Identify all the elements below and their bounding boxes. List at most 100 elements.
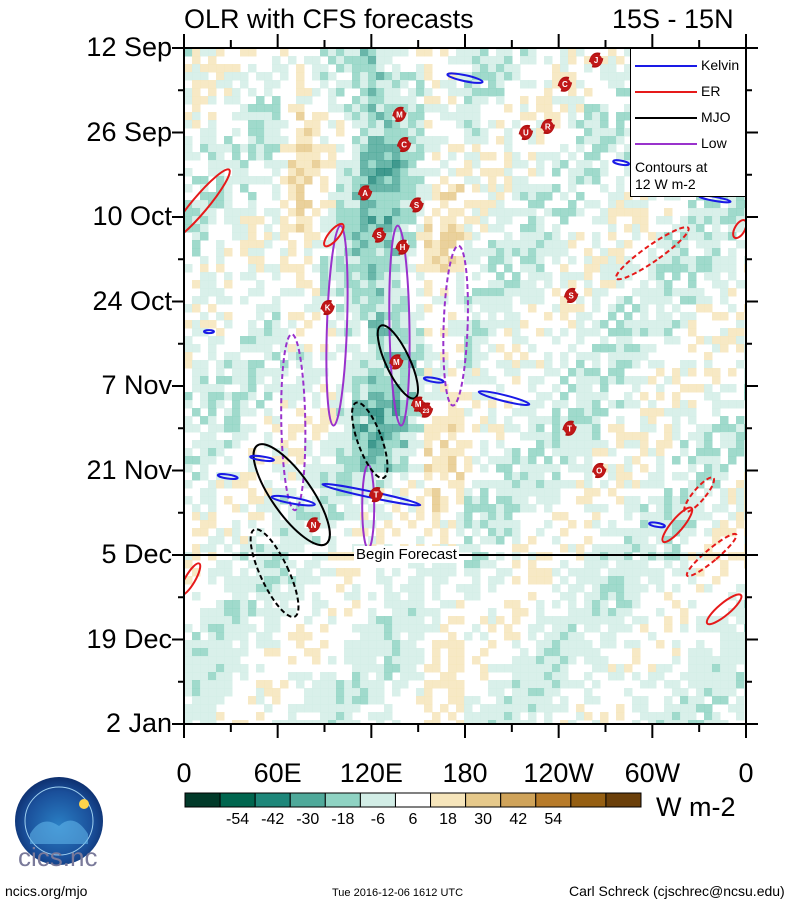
tropical-cyclone-label: M [393, 358, 400, 367]
colorbar-tick-label: -42 [261, 811, 285, 828]
low-contour [325, 224, 349, 427]
er-contour [184, 168, 231, 242]
tropical-cyclone-marker: R [540, 118, 555, 135]
er-contour [323, 222, 345, 248]
legend: Kelvin ER MJO Low Contours at 12 W m-2 [630, 48, 746, 197]
tropical-cyclone-label: 23 [423, 409, 430, 415]
x-tick-label: 60E [253, 758, 302, 788]
tropical-cyclone-marker: T [368, 487, 384, 503]
tropical-cyclone-marker: H [395, 239, 410, 255]
y-tick-label: 5 Dec [101, 539, 172, 569]
tropical-cyclone-marker: C [557, 76, 573, 92]
kelvin-contour [249, 454, 275, 463]
x-tick-label: 120W [523, 758, 594, 788]
legend-entry: Low [635, 135, 743, 155]
legend-contour-note: Contours at 12 W m-2 [635, 159, 708, 192]
tropical-cyclone-label: C [401, 141, 407, 150]
y-tick-label: 24 Oct [92, 285, 172, 316]
kelvin-contour [612, 159, 630, 167]
tropical-cyclone-marker: K [320, 299, 335, 316]
legend-entry: Kelvin [635, 57, 743, 77]
tropical-cyclone-label: U [523, 129, 529, 138]
tropical-cyclone-label: T [567, 424, 572, 433]
tropical-cyclone-label: T [374, 491, 379, 500]
colorbar-tick-label: 18 [439, 811, 457, 828]
tropical-cyclone-marker: N [306, 517, 321, 533]
tropical-cyclone-marker: S [563, 287, 579, 304]
y-tick-label: 7 Nov [101, 370, 172, 400]
colorbar-tick-label: -6 [370, 811, 386, 828]
x-tick-label: 0 [176, 758, 192, 788]
footer-url: ncics.org/mjo [5, 883, 88, 899]
colorbar-tick-label: 6 [408, 811, 418, 828]
kelvin-contour [446, 72, 484, 84]
mjo-contour [351, 401, 389, 480]
colorbar-tick-label: 54 [544, 811, 563, 828]
legend-label: Low [701, 135, 727, 151]
tropical-cyclone-label: N [311, 521, 317, 530]
er-contour [705, 593, 743, 626]
kelvin-contour [216, 473, 239, 480]
cics-nc-logo-text: cics.nc [18, 842, 98, 872]
footer-author: Carl Schreck (cjschrec@ncsu.edu) [569, 883, 785, 899]
colorbar-tick-label: -18 [331, 811, 355, 828]
y-tick-label: 26 Sep [86, 116, 172, 147]
legend-swatch [635, 65, 697, 67]
tropical-cyclone-marker: S [371, 227, 387, 243]
tropical-cyclone-marker: J [588, 52, 604, 68]
er-contour [614, 226, 690, 281]
legend-label: MJO [701, 109, 731, 125]
er-contour [661, 506, 694, 544]
colorbar-tick-label: -30 [296, 811, 320, 828]
tropical-cyclone-marker: M [389, 354, 404, 370]
tropical-cyclone-marker: T [562, 420, 577, 436]
tropical-cyclone-label: J [594, 56, 598, 65]
tropical-cyclone-label: S [414, 201, 420, 210]
y-tick-label: 2 Jan [105, 708, 172, 738]
legend-entry: MJO [635, 109, 743, 129]
kelvin-contour [648, 521, 666, 529]
y-tick-label: 12 Sep [86, 32, 172, 62]
legend-label: ER [701, 83, 721, 99]
colorbar-units: W m-2 [656, 792, 736, 822]
tropical-cyclone-label: S [568, 291, 574, 300]
x-tick-label: 60W [624, 758, 681, 788]
colorbar-tick-label: 42 [509, 811, 528, 828]
tropical-cyclone-label: A [362, 189, 368, 198]
cics-nc-logo-icon [15, 777, 103, 865]
x-tick-label: 120E [339, 758, 403, 788]
chart-title: OLR with CFS forecasts [184, 4, 474, 34]
chart-region: 15S - 15N [612, 4, 734, 34]
low-contour [442, 244, 469, 407]
er-contour [683, 476, 716, 513]
tropical-cyclone-label: C [562, 80, 568, 89]
legend-swatch [635, 117, 697, 119]
y-tick-label: 21 Nov [86, 454, 172, 485]
legend-swatch [635, 143, 697, 145]
colorbar-tick-label: 30 [474, 811, 493, 828]
tropical-cyclone-marker: U [518, 124, 534, 141]
mjo-contour [252, 443, 331, 547]
tropical-cyclone-marker: C [396, 137, 412, 153]
tropical-cyclone-marker: M [392, 106, 407, 122]
tropical-cyclone-marker: O [592, 462, 607, 479]
x-tick-label: 180 [442, 758, 488, 788]
mjo-contour [249, 528, 300, 619]
footer-timestamp: Tue 2016-12-06 1612 UTC [332, 887, 464, 899]
tropical-cyclone-label: K [325, 304, 331, 313]
begin-forecast-label: Begin Forecast [354, 546, 459, 563]
tropical-cyclone-label: H [400, 243, 406, 252]
kelvin-contour [270, 494, 316, 507]
legend-entry: ER [635, 83, 743, 103]
tropical-cyclone-label: O [596, 467, 602, 476]
kelvin-contour [422, 376, 445, 384]
y-tick-label: 10 Oct [92, 201, 172, 231]
er-contour [685, 532, 738, 578]
kelvin-contour [477, 390, 531, 407]
low-contour [388, 224, 411, 427]
legend-swatch [635, 91, 697, 93]
tropical-cyclone-label: S [376, 231, 382, 240]
tropical-cyclone-label: M [396, 110, 403, 119]
kelvin-contour [202, 329, 215, 335]
tropical-cyclone-label: M [415, 400, 422, 409]
